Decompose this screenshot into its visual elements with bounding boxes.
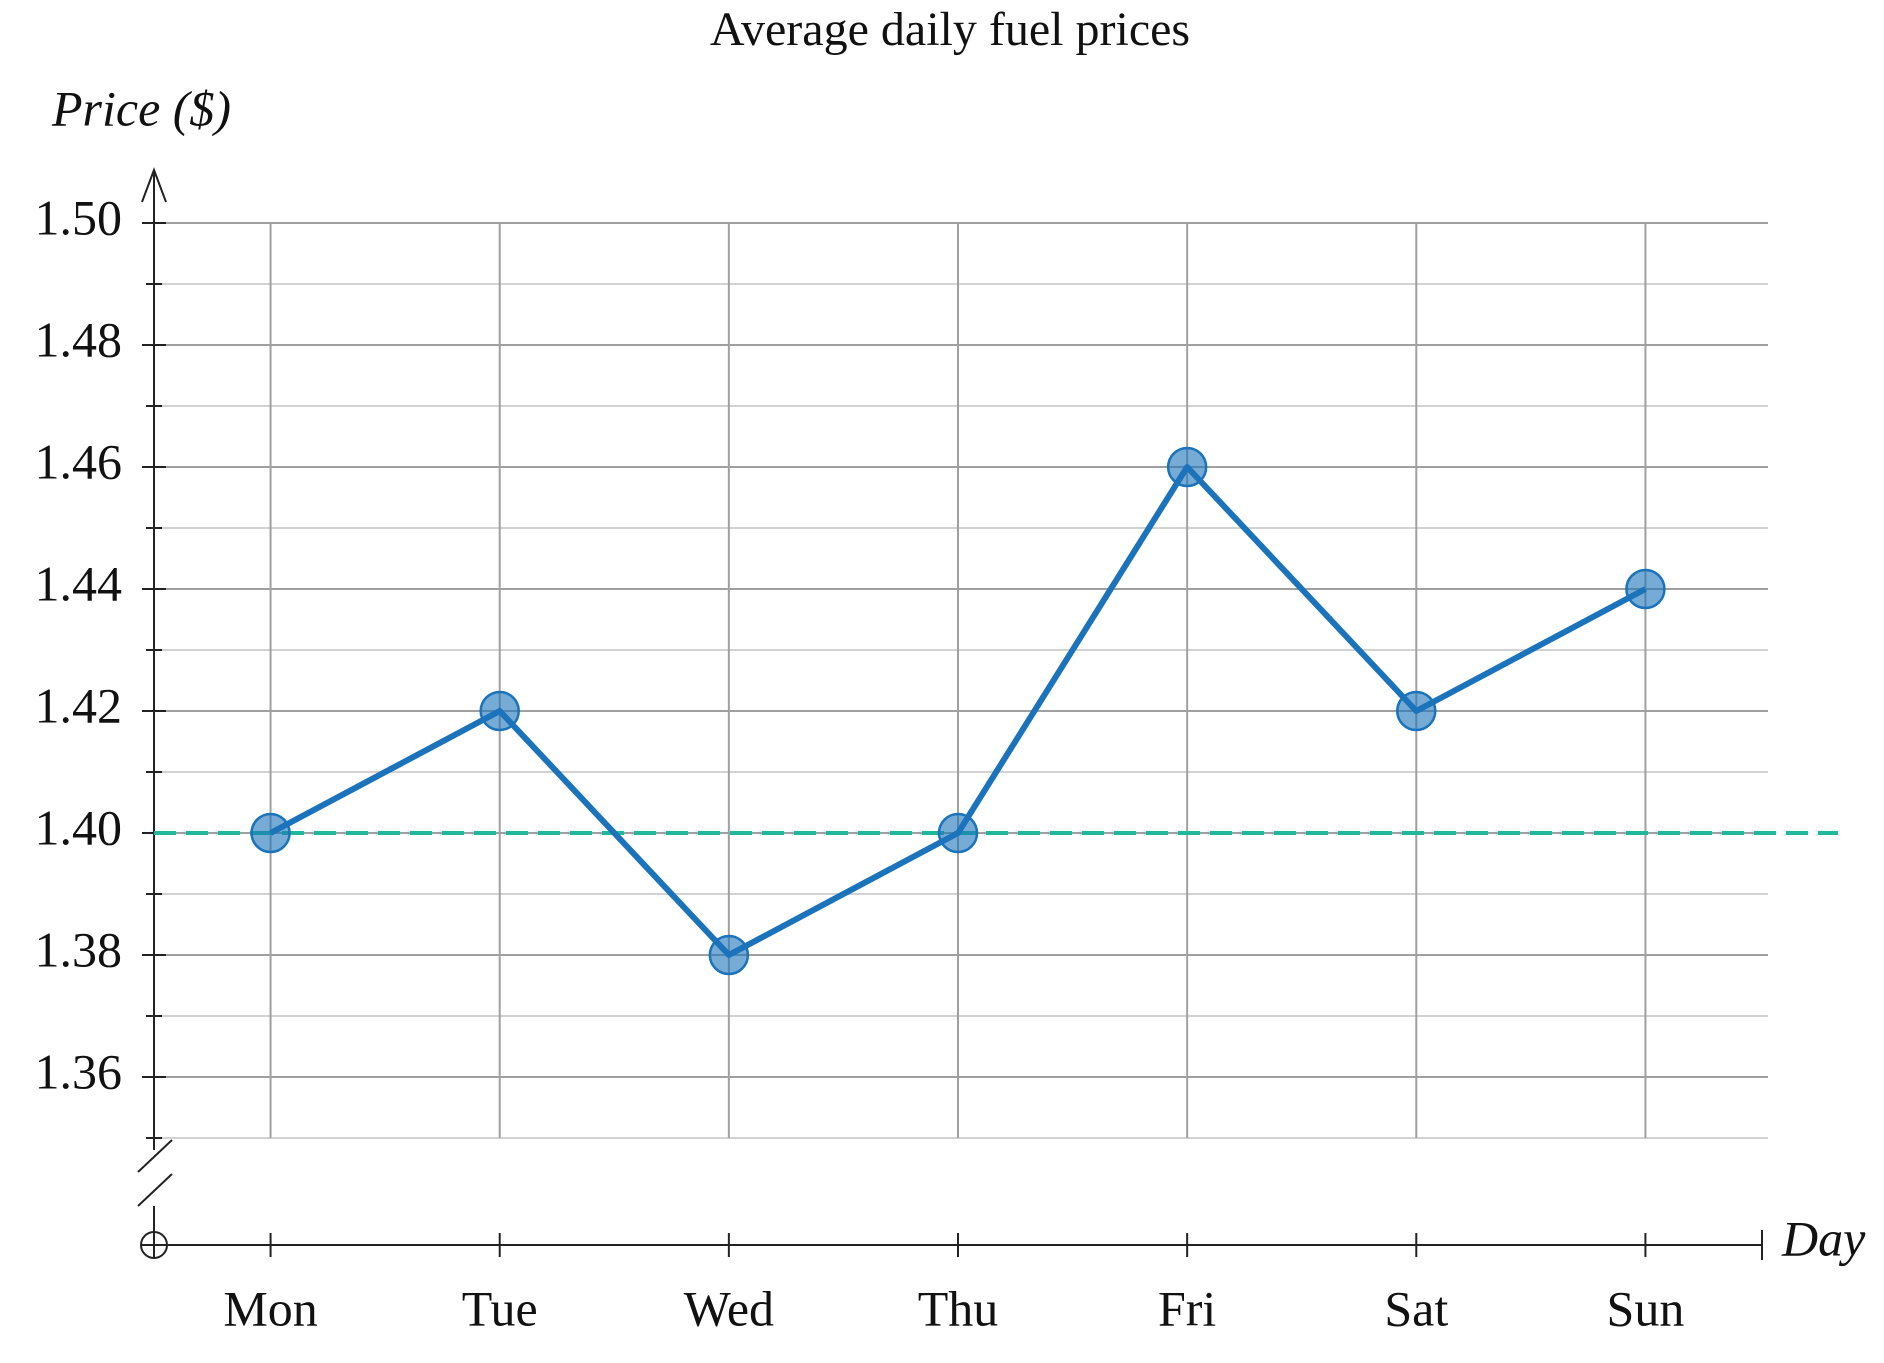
y-tick-label: 1.42: [35, 677, 123, 733]
axis-break: [137, 1139, 173, 1173]
grid: [142, 222, 1768, 1139]
x-tick-label: Thu: [918, 1280, 999, 1336]
y-axis-arrow: [141, 167, 167, 203]
data-point: [479, 690, 520, 732]
x-tick-label: Fri: [1158, 1280, 1216, 1336]
x-axis-label: Day: [1781, 1210, 1866, 1266]
data-point: [1625, 568, 1666, 610]
x-tick-label: Sat: [1384, 1280, 1448, 1336]
x-tick-label: Mon: [223, 1280, 317, 1336]
axis-break: [137, 1173, 173, 1207]
y-tick-label: 1.46: [35, 433, 123, 489]
y-tick-label: 1.50: [35, 189, 123, 245]
x-tick-label: Wed: [684, 1280, 774, 1336]
data-point: [1166, 446, 1208, 488]
chart-title: Average daily fuel prices: [710, 3, 1190, 56]
x-tick-label: Sun: [1607, 1280, 1685, 1336]
data-point: [937, 812, 979, 854]
x-tick-label: Tue: [462, 1280, 538, 1336]
y-tick-label: 1.36: [35, 1043, 123, 1099]
data-point: [1396, 690, 1437, 732]
y-tick-label: 1.44: [35, 555, 123, 611]
y-tick-label: 1.40: [35, 799, 123, 855]
y-axis-label: Price ($): [51, 80, 231, 136]
data-point: [708, 934, 750, 976]
axes: [137, 167, 1763, 1260]
y-tick-label: 1.38: [35, 921, 123, 977]
data-point: [250, 812, 291, 854]
y-tick-label: 1.48: [35, 311, 123, 367]
